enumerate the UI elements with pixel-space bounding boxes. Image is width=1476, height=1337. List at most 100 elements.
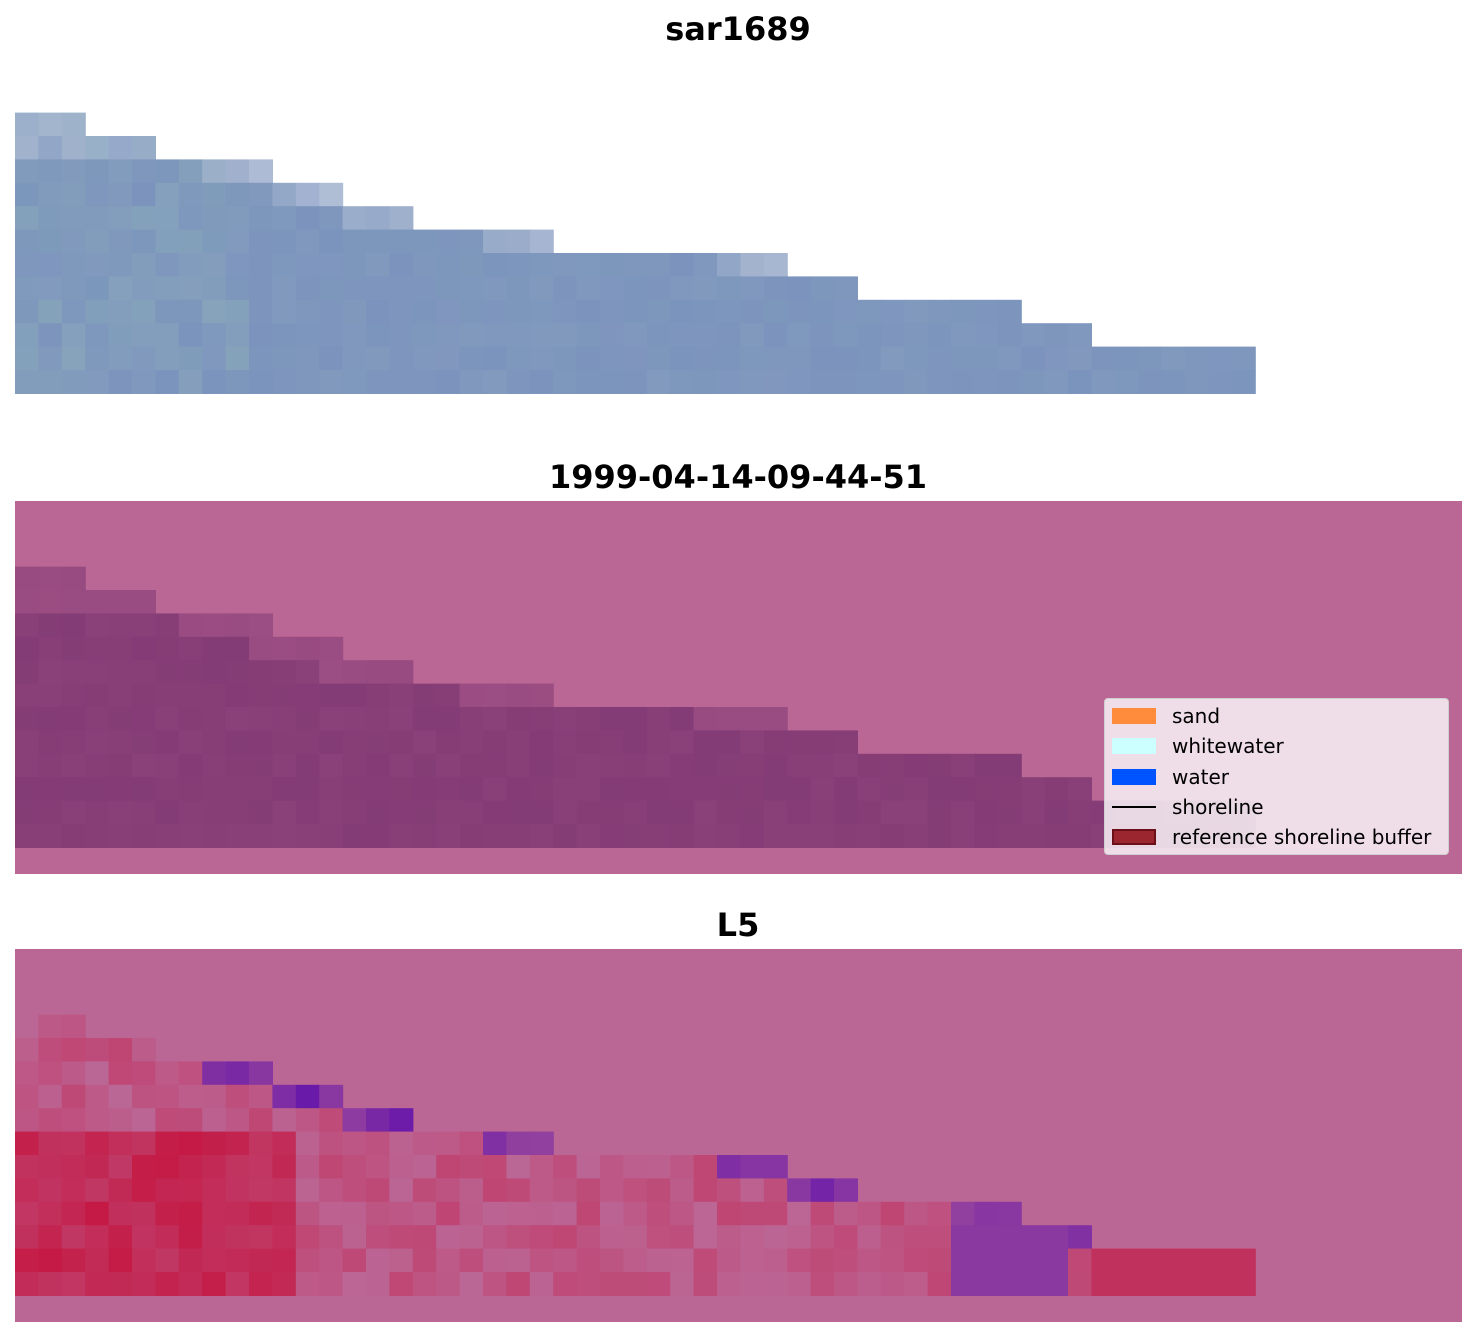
raster-pixel [342, 707, 367, 731]
raster-pixel [15, 206, 39, 231]
raster-pixel [1091, 1248, 1116, 1273]
raster-pixel [319, 1108, 344, 1133]
raster-pixel [85, 590, 110, 614]
legend-item-sand: sand [1112, 704, 1220, 728]
raster-pixel [506, 1178, 531, 1203]
raster-pixel [132, 1061, 156, 1086]
raster-pixel [646, 707, 671, 731]
raster-pixel [529, 1178, 554, 1203]
raster-pixel [1161, 1248, 1186, 1273]
raster-pixel [646, 323, 671, 348]
raster-pixel [319, 229, 344, 254]
raster-pixel [15, 1108, 39, 1133]
raster-pixel [178, 660, 203, 685]
raster-pixel [576, 299, 601, 324]
raster-pixel [202, 707, 227, 731]
raster-pixel [763, 777, 788, 802]
raster-pixel [974, 1225, 999, 1250]
raster-pixel [997, 824, 1022, 848]
raster-pixel [108, 159, 133, 184]
raster-pixel [249, 800, 273, 825]
raster-pixel [412, 800, 437, 825]
raster-pixel [295, 346, 320, 371]
raster-pixel [85, 1201, 110, 1226]
raster-pixel [295, 253, 320, 277]
raster-pixel [389, 1108, 414, 1133]
raster-pixel [810, 753, 835, 778]
raster-pixel [951, 777, 975, 802]
raster-pixel [717, 730, 741, 755]
raster-pixel [389, 1225, 414, 1250]
raster-pixel [225, 730, 250, 755]
raster-pixel [880, 1225, 905, 1250]
raster-pixel [342, 1248, 367, 1273]
raster-pixel [132, 182, 156, 207]
raster-pixel [15, 1225, 39, 1250]
raster-pixel [623, 346, 648, 371]
raster-pixel [178, 800, 203, 825]
raster-pixel [646, 1248, 671, 1273]
raster-pixel [295, 299, 320, 324]
raster-pixel [483, 276, 507, 301]
raster-pixel [1044, 1248, 1069, 1273]
raster-pixel [600, 800, 624, 825]
raster-pixel [412, 229, 437, 254]
raster-pixel [459, 753, 484, 778]
raster-pixel [295, 1131, 320, 1156]
rgb-image [15, 51, 1462, 426]
raster-pixel [740, 253, 765, 277]
raster-pixel [951, 1225, 975, 1250]
raster-pixel [155, 1248, 180, 1273]
raster-pixel [38, 1084, 63, 1109]
raster-pixel [740, 1178, 765, 1203]
raster-pixel [412, 323, 437, 348]
raster-pixel [389, 753, 414, 778]
raster-pixel [1068, 800, 1092, 825]
raster-pixel [459, 370, 484, 394]
raster-pixel [132, 346, 156, 371]
raster-pixel [38, 206, 63, 231]
raster-pixel [178, 323, 203, 348]
raster-pixel [436, 1248, 461, 1273]
raster-pixel [342, 1272, 367, 1296]
raster-pixel [272, 370, 297, 394]
raster-pixel [342, 299, 367, 324]
raster-pixel [342, 1131, 367, 1156]
raster-pixel [178, 1061, 203, 1086]
raster-pixel [366, 1131, 390, 1156]
raster-pixel [600, 730, 624, 755]
raster-pixel [483, 1272, 507, 1296]
raster-pixel [997, 753, 1022, 778]
raster-pixel [108, 1272, 133, 1296]
raster-pixel [670, 800, 695, 825]
raster-pixel [412, 346, 437, 371]
raster-pixel [272, 346, 297, 371]
raster-pixel [553, 1155, 578, 1179]
raster-pixel [412, 824, 437, 848]
raster-pixel [295, 182, 320, 207]
raster-pixel [529, 824, 554, 848]
raster-pixel [295, 370, 320, 394]
raster-pixel [61, 1061, 86, 1086]
raster-pixel [249, 636, 273, 661]
raster-pixel [108, 323, 133, 348]
raster-pixel [295, 824, 320, 848]
raster-pixel [61, 136, 86, 160]
raster-pixel [412, 1272, 437, 1296]
raster-pixel [436, 1201, 461, 1226]
raster-pixel [623, 824, 648, 848]
raster-pixel [670, 346, 695, 371]
raster-pixel [225, 1131, 250, 1156]
raster-pixel [155, 253, 180, 277]
raster-pixel [61, 206, 86, 231]
raster-pixel [436, 323, 461, 348]
raster-pixel [529, 753, 554, 778]
raster-pixel [389, 1272, 414, 1296]
index-image-panel [15, 949, 1462, 1322]
raster-pixel [366, 660, 390, 685]
raster-pixel [740, 276, 765, 301]
raster-pixel [623, 1155, 648, 1179]
raster-pixel [108, 253, 133, 277]
raster-pixel [927, 753, 952, 778]
raster-pixel [412, 753, 437, 778]
